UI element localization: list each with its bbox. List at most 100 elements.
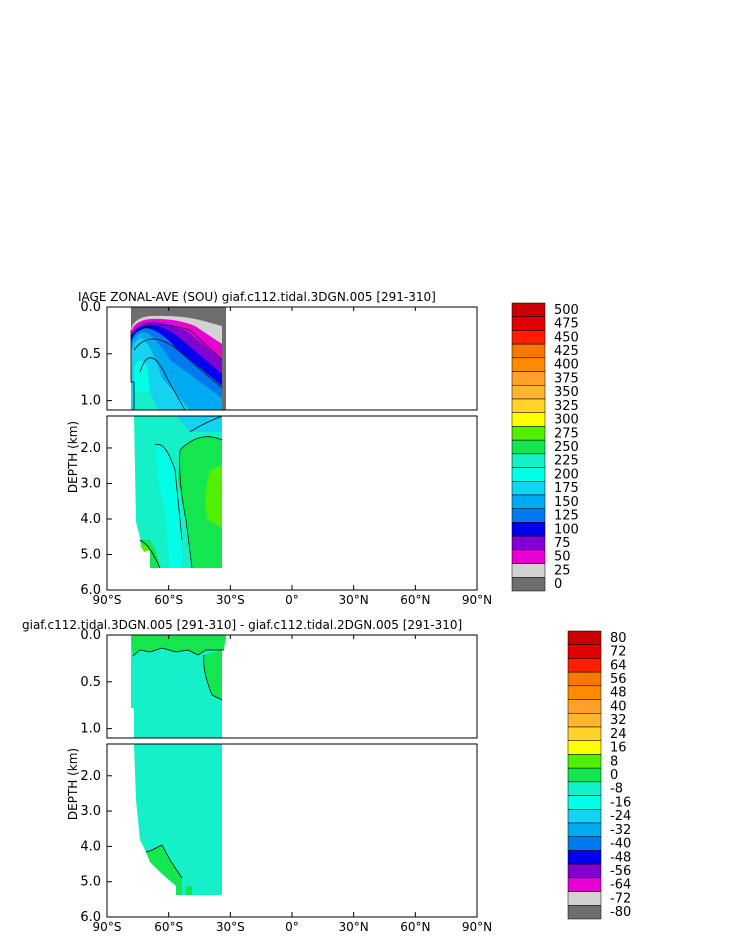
colorbar-label: -40 <box>610 837 631 852</box>
chart-title: IAGE ZONAL-AVE (SOU) giaf.c112.tidal.3DG… <box>78 290 436 304</box>
colorbar-label: 500 <box>554 303 579 318</box>
colorbar-swatch <box>567 809 602 824</box>
colorbar-label: 375 <box>554 371 579 386</box>
colorbar-swatch <box>511 535 546 551</box>
colorbar-swatch <box>511 398 546 413</box>
colorbar-swatch <box>511 577 546 592</box>
y-axis-label: DEPTH (km) <box>66 421 80 493</box>
colorbar-swatch <box>511 494 546 509</box>
colorbar: 5004754504254003753503253002752502252001… <box>511 302 579 592</box>
y-tick-label: 2.0 <box>80 769 101 784</box>
colorbar-swatch <box>511 330 546 345</box>
x-tick-label: 90°S <box>93 593 122 607</box>
colorbar-swatch <box>567 836 602 851</box>
y-tick-label: 0.5 <box>80 347 101 362</box>
colorbar-label: -72 <box>610 891 631 906</box>
colorbar-swatch <box>567 754 602 769</box>
colorbar-label: 8 <box>610 754 618 769</box>
y-tick-label: 1.0 <box>80 722 101 737</box>
colorbar-label: 425 <box>554 344 579 359</box>
x-tick-label: 60°S <box>154 593 183 607</box>
colorbar-swatch <box>511 508 546 523</box>
colorbar: 80726456484032241680-8-16-24-32-40-48-56… <box>567 630 631 920</box>
colorbar-label: 125 <box>554 509 579 524</box>
y-tick-label: 2.0 <box>80 441 101 456</box>
colorbar-label: 72 <box>610 645 627 660</box>
colorbar-label: 80 <box>610 631 627 646</box>
colorbar-label: 100 <box>554 522 579 537</box>
colorbar-swatch <box>567 877 602 892</box>
x-tick-label: 90°N <box>462 593 492 607</box>
upper-field <box>130 307 226 411</box>
colorbar-swatch <box>567 767 602 783</box>
y-tick-label: 0.0 <box>80 628 101 643</box>
colorbar-swatch <box>511 522 546 537</box>
x-tick-label: 90°S <box>93 920 122 934</box>
colorbar-swatch <box>511 467 546 482</box>
x-tick-label: 30°S <box>216 920 245 934</box>
colorbar-swatch <box>567 905 602 920</box>
colorbar-label: -64 <box>610 878 631 893</box>
colorbar-swatch <box>567 644 602 659</box>
colorbar-label: -16 <box>610 795 631 810</box>
colorbar-label: 250 <box>554 440 579 455</box>
x-tick-label: 90°N <box>462 920 492 934</box>
colorbar-swatch <box>567 863 602 879</box>
x-tick-label: 60°S <box>154 920 183 934</box>
colorbar-swatch <box>567 781 602 796</box>
y-tick-label: 4.0 <box>80 512 101 527</box>
colorbar-label: -8 <box>610 782 623 797</box>
colorbar-label: 25 <box>554 563 571 578</box>
colorbar-label: 200 <box>554 467 579 482</box>
colorbar-label: -24 <box>610 809 631 824</box>
colorbar-swatch <box>567 891 602 906</box>
colorbar-swatch <box>567 685 602 700</box>
colorbar-swatch <box>511 302 546 317</box>
colorbar-swatch <box>511 481 546 496</box>
y-tick-label: 1.0 <box>80 394 101 409</box>
colorbar-swatch <box>511 453 546 468</box>
colorbar-swatch <box>567 658 602 673</box>
colorbar-label: 475 <box>554 317 579 332</box>
chart-title: giaf.c112.tidal.3DGN.005 [291-310] - gia… <box>22 618 462 632</box>
y-tick-label: 3.0 <box>80 476 101 491</box>
colorbar-swatch <box>567 671 602 687</box>
colorbar-label: 50 <box>554 550 571 565</box>
colorbar-label: -48 <box>610 850 631 865</box>
colorbar-label: 0 <box>554 577 562 592</box>
colorbar-swatch <box>511 371 546 386</box>
colorbar-label: 16 <box>610 741 627 756</box>
y-tick-label: 6.0 <box>80 910 101 925</box>
colorbar-label: 175 <box>554 481 579 496</box>
colorbar-label: 300 <box>554 413 579 428</box>
colorbar-label: -32 <box>610 823 631 838</box>
colorbar-swatch <box>511 426 546 441</box>
colorbar-swatch <box>511 412 546 427</box>
colorbar-label: 40 <box>610 699 627 714</box>
x-tick-label: 0° <box>285 593 299 607</box>
colorbar-swatch <box>567 699 602 714</box>
colorbar-swatch <box>511 549 546 564</box>
colorbar-label: 275 <box>554 426 579 441</box>
x-tick-label: 60°N <box>400 920 430 934</box>
y-tick-label: 6.0 <box>80 583 101 598</box>
colorbar-swatch <box>567 713 602 728</box>
y-tick-label: 4.0 <box>80 839 101 854</box>
y-tick-label: 3.0 <box>80 804 101 819</box>
colorbar-label: 325 <box>554 399 579 414</box>
colorbar-label: 24 <box>610 727 627 742</box>
lower-field <box>134 744 222 895</box>
x-tick-label: 30°N <box>339 920 369 934</box>
colorbar-swatch <box>511 563 546 578</box>
colorbar-label: 64 <box>610 658 627 673</box>
colorbar-label: -80 <box>610 905 631 920</box>
colorbar-label: 56 <box>610 672 627 687</box>
colorbar-swatch <box>567 850 602 865</box>
x-tick-label: 30°N <box>339 593 369 607</box>
colorbar-label: 0 <box>610 768 618 783</box>
x-tick-label: 30°S <box>216 593 245 607</box>
colorbar-swatch <box>567 822 602 837</box>
colorbar-swatch <box>567 795 602 810</box>
colorbar-swatch <box>511 385 546 400</box>
